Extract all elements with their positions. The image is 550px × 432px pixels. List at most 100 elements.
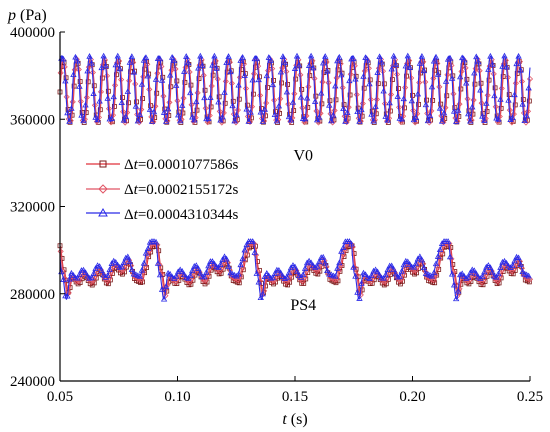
data-point-marker [74, 274, 81, 281]
data-point-marker [185, 59, 192, 66]
data-point-marker [374, 69, 381, 75]
data-point-marker [390, 52, 397, 59]
data-point-marker [259, 118, 266, 124]
data-point-marker [361, 67, 368, 75]
data-point-marker [295, 61, 303, 68]
data-point-marker [328, 117, 335, 124]
data-point-marker [263, 99, 270, 107]
y-tick-label: 360000 [10, 112, 55, 128]
data-point-marker [291, 65, 299, 71]
data-point-marker [107, 119, 115, 126]
data-point-marker [481, 268, 488, 275]
data-point-marker [324, 267, 331, 274]
data-point-marker [340, 244, 347, 250]
data-point-marker [162, 283, 170, 289]
data-point-marker [344, 109, 351, 116]
data-point-marker [231, 117, 238, 124]
data-point-marker [229, 102, 236, 109]
legend-triangle-marker [98, 207, 108, 217]
data-point-marker [243, 105, 250, 112]
data-point-marker [168, 53, 176, 60]
data-point-marker [331, 107, 338, 114]
data-point-marker [257, 294, 264, 301]
data-point-marker [253, 270, 260, 276]
data-point-marker [450, 281, 458, 288]
data-point-marker [305, 83, 312, 90]
legend-diamond-marker [98, 184, 108, 194]
data-point-marker [508, 267, 515, 274]
data-point-marker [465, 273, 472, 280]
data-point-marker [194, 89, 201, 96]
data-point-marker [515, 52, 522, 59]
data-point-marker [346, 238, 353, 244]
data-point-marker [236, 74, 244, 81]
data-point-marker [477, 86, 484, 93]
data-point-marker [305, 257, 313, 264]
data-point-marker [130, 68, 138, 75]
data-point-marker [271, 270, 279, 276]
data-point-marker [86, 274, 93, 281]
data-point-marker [235, 81, 242, 88]
data-point-marker [483, 263, 490, 270]
data-point-marker [76, 271, 83, 277]
data-point-marker [164, 105, 172, 112]
data-point-marker [172, 272, 180, 279]
data-point-marker [104, 272, 111, 278]
data-point-marker [205, 262, 212, 269]
data-point-marker [463, 79, 470, 86]
data-point-marker [412, 260, 420, 267]
data-point-marker [136, 272, 144, 279]
data-point-marker [362, 54, 369, 61]
data-point-marker [526, 276, 534, 283]
data-point-marker [519, 100, 526, 107]
data-point-marker [295, 272, 303, 279]
data-point-marker [90, 90, 97, 96]
data-point-marker [461, 272, 468, 279]
data-point-marker [406, 64, 413, 70]
series-lines [57, 52, 534, 302]
data-point-marker [205, 115, 212, 122]
data-point-marker [501, 257, 508, 264]
data-point-marker [479, 112, 486, 119]
x-tick-label: 0.05 [47, 389, 73, 405]
data-point-marker [501, 52, 508, 59]
data-point-marker [185, 275, 192, 281]
data-point-marker [525, 272, 532, 279]
data-point-marker [432, 53, 440, 60]
data-point-marker [479, 273, 486, 280]
data-point-marker [189, 267, 196, 273]
data-point-marker [297, 93, 305, 100]
series-3 [58, 52, 532, 302]
data-point-marker [225, 262, 232, 269]
data-point-marker [406, 261, 413, 267]
data-point-marker [509, 262, 516, 269]
data-point-marker [503, 63, 510, 70]
data-point-marker [512, 80, 519, 87]
data-point-marker [96, 97, 103, 104]
ticks: 0.05 0.10 0.15 0.20 0.25 240000 280000 320000 36… [10, 25, 543, 405]
data-point-marker [456, 73, 464, 80]
data-point-marker [428, 83, 436, 90]
data-point-marker [82, 269, 89, 275]
data-point-marker [211, 52, 218, 59]
data-point-marker [414, 110, 421, 117]
data-point-marker [330, 111, 337, 118]
data-point-marker [126, 257, 133, 264]
data-point-marker [219, 113, 226, 120]
annotation-v0: V0 [293, 148, 313, 165]
data-point-marker [289, 98, 297, 105]
data-point-marker [458, 68, 465, 75]
data-point-marker [309, 64, 317, 71]
data-point-marker [408, 97, 416, 104]
data-point-marker [140, 56, 148, 63]
data-point-marker [495, 115, 502, 122]
data-point-marker [148, 118, 156, 124]
legend-entry: Δt=0.0001077586s [86, 157, 239, 173]
data-point-marker [122, 254, 129, 261]
annotation-ps4: PS4 [290, 297, 316, 314]
data-point-marker [126, 258, 134, 265]
data-point-marker [356, 295, 363, 301]
data-point-marker [241, 246, 248, 253]
data-point-marker [373, 96, 380, 103]
data-point-marker [209, 258, 216, 264]
